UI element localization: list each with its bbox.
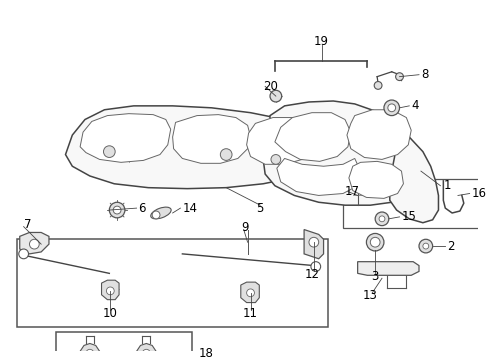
Circle shape xyxy=(366,233,383,251)
Circle shape xyxy=(142,349,150,357)
Text: 3: 3 xyxy=(371,270,378,283)
Text: 16: 16 xyxy=(470,187,486,200)
Text: 10: 10 xyxy=(102,307,118,320)
Text: 15: 15 xyxy=(401,210,415,223)
Polygon shape xyxy=(304,230,323,259)
Polygon shape xyxy=(276,158,360,195)
Circle shape xyxy=(106,287,114,295)
Polygon shape xyxy=(389,127,438,223)
Circle shape xyxy=(103,146,115,157)
Text: 14: 14 xyxy=(182,202,197,215)
Text: 18: 18 xyxy=(199,347,213,360)
Text: 1: 1 xyxy=(443,179,450,192)
Polygon shape xyxy=(348,161,403,198)
Bar xyxy=(352,184,362,190)
Polygon shape xyxy=(20,233,49,254)
Text: 12: 12 xyxy=(304,268,319,281)
Polygon shape xyxy=(65,106,323,189)
Text: 4: 4 xyxy=(410,99,418,112)
Circle shape xyxy=(374,212,388,226)
Circle shape xyxy=(310,262,320,271)
Text: 7: 7 xyxy=(23,218,31,231)
Polygon shape xyxy=(346,110,410,159)
Circle shape xyxy=(19,249,28,259)
Circle shape xyxy=(308,237,318,247)
Circle shape xyxy=(246,289,254,297)
Polygon shape xyxy=(80,114,170,162)
Text: 13: 13 xyxy=(362,289,377,302)
Circle shape xyxy=(373,81,381,89)
Circle shape xyxy=(383,100,399,116)
Circle shape xyxy=(269,90,281,102)
Polygon shape xyxy=(274,113,350,161)
Circle shape xyxy=(378,216,384,222)
Polygon shape xyxy=(172,114,250,163)
Circle shape xyxy=(86,349,94,357)
Circle shape xyxy=(422,243,428,249)
Bar xyxy=(17,239,328,327)
Text: 20: 20 xyxy=(263,80,278,93)
Text: 2: 2 xyxy=(447,240,454,253)
Text: 11: 11 xyxy=(243,307,258,320)
Circle shape xyxy=(387,104,395,112)
Polygon shape xyxy=(80,343,100,360)
Circle shape xyxy=(395,73,403,81)
Circle shape xyxy=(270,154,280,164)
Text: 5: 5 xyxy=(256,202,264,215)
Bar xyxy=(343,179,478,228)
Polygon shape xyxy=(246,118,313,164)
Text: 6: 6 xyxy=(138,202,146,215)
Circle shape xyxy=(369,237,379,247)
Text: 19: 19 xyxy=(313,35,328,48)
Ellipse shape xyxy=(150,207,171,219)
Text: 17: 17 xyxy=(345,185,359,198)
Polygon shape xyxy=(102,280,119,300)
Text: 9: 9 xyxy=(240,221,248,234)
Bar xyxy=(56,332,192,360)
Text: 8: 8 xyxy=(420,68,427,81)
Circle shape xyxy=(220,149,231,161)
Polygon shape xyxy=(240,282,259,302)
Polygon shape xyxy=(136,343,156,360)
Circle shape xyxy=(418,239,432,253)
Polygon shape xyxy=(357,262,418,275)
Circle shape xyxy=(109,202,124,218)
Circle shape xyxy=(29,239,39,249)
Polygon shape xyxy=(263,101,425,205)
Circle shape xyxy=(152,211,160,219)
Circle shape xyxy=(113,206,121,214)
